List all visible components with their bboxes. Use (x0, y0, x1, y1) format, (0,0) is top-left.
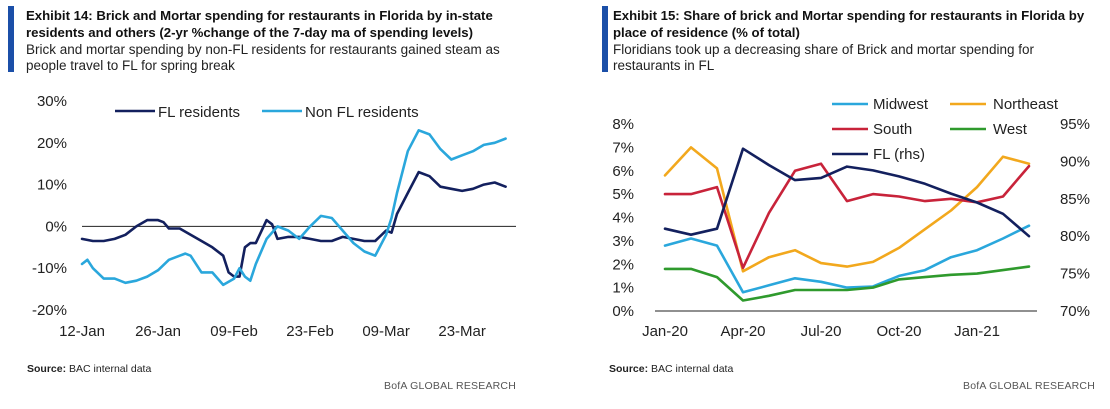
exhibit-15-subtitle: Floridians took up a decreasing share of… (613, 42, 1034, 73)
source-label: Source: (27, 363, 67, 375)
legend-label-northeast: Northeast (993, 96, 1059, 113)
x-tick-label: Apr-20 (720, 323, 765, 340)
y-left-tick-label: 8% (612, 116, 634, 133)
series-line-midwest (663, 224, 1031, 294)
series-line-non-fl-residents (80, 129, 507, 287)
y-tick-label: 30% (37, 93, 67, 110)
exhibit-15-chart: 8% 7% 6% 5% 4% 3% 2% 1% 0% 95% 90% 85% 80% 75% 70% Jan-… (612, 96, 1090, 340)
exhibit-14-credit: BofA GLOBAL RESEARCH (384, 380, 516, 392)
exhibit-15-source: Source: BAC internal data (609, 363, 733, 375)
exhibit-15-header: Exhibit 15: Share of brick and Mortar sp… (613, 7, 1103, 74)
series-line-south (663, 162, 1031, 270)
y-left-tick-label: 1% (612, 280, 634, 297)
y-left-tick-label: 0% (612, 303, 634, 320)
y-right-tick-label: 80% (1060, 228, 1090, 245)
x-tick-label: Jan-20 (642, 323, 688, 340)
y-left-tick-label: 4% (612, 210, 634, 227)
exhibit-14-subtitle: Brick and mortar spending by non-FL resi… (26, 42, 500, 73)
y-tick-label: -20% (32, 302, 67, 319)
y-left-tick-label: 5% (612, 186, 634, 203)
y-tick-label: 10% (37, 177, 67, 194)
y-left-tick-label: 2% (612, 256, 634, 273)
exhibit-14-source: Source: BAC internal data (27, 363, 151, 375)
y-tick-label: 20% (37, 135, 67, 152)
y-right-tick-label: 75% (1060, 266, 1090, 283)
exhibit-14-header: Exhibit 14: Brick and Mortar spending fo… (26, 7, 531, 74)
y-left-tick-label: 3% (612, 233, 634, 250)
title-accent-bar (8, 6, 14, 72)
x-tick-label: 23-Mar (438, 323, 486, 340)
y-right-tick-label: 85% (1060, 191, 1090, 208)
x-tick-label: 09-Mar (362, 323, 410, 340)
exhibit-14-chart: 30% 20% 10% 0% -10% -20% 12-Jan 26-Jan 09-Feb 23-… (32, 93, 516, 340)
x-tick-label: 09-Feb (210, 323, 258, 340)
legend-label-fl-rhs: FL (rhs) (873, 146, 925, 163)
y-right-tick-label: 90% (1060, 153, 1090, 170)
y-left-tick-label: 6% (612, 163, 634, 180)
x-tick-label: 23-Feb (286, 323, 334, 340)
title-accent-bar (602, 6, 608, 72)
series-line-fl-rhs (663, 147, 1031, 238)
y-right-tick-label: 70% (1060, 303, 1090, 320)
y-right-tick-label: 95% (1060, 116, 1090, 133)
x-tick-label: Jul-20 (801, 323, 842, 340)
series-line-west (663, 265, 1031, 302)
x-tick-label: 26-Jan (135, 323, 181, 340)
series-line-fl-residents (80, 170, 507, 278)
source-text: BAC internal data (69, 363, 152, 375)
exhibit-14-panel: Exhibit 14: Brick and Mortar spending fo… (0, 0, 545, 409)
legend-label-fl-residents: FL residents (158, 104, 240, 121)
legend-label-south: South (873, 121, 912, 138)
exhibit-15-panel: Exhibit 15: Share of brick and Mortar sp… (600, 0, 1110, 409)
x-tick-label: 12-Jan (59, 323, 105, 340)
legend-label-west: West (993, 121, 1028, 138)
source-text: BAC internal data (651, 363, 734, 375)
source-label: Source: (609, 363, 649, 375)
y-tick-label: -10% (32, 260, 67, 277)
exhibit-15-title: Exhibit 15: Share of brick and Mortar sp… (613, 8, 1085, 40)
y-left-tick-label: 7% (612, 139, 634, 156)
x-tick-label: Jan-21 (954, 323, 1000, 340)
exhibit-14-title: Exhibit 14: Brick and Mortar spending fo… (26, 8, 493, 40)
exhibit-15-credit: BofA GLOBAL RESEARCH (963, 380, 1095, 392)
x-tick-label: Oct-20 (876, 323, 921, 340)
y-tick-label: 0% (45, 218, 67, 235)
legend-label-midwest: Midwest (873, 96, 929, 113)
legend-label-non-fl-residents: Non FL residents (305, 104, 419, 121)
